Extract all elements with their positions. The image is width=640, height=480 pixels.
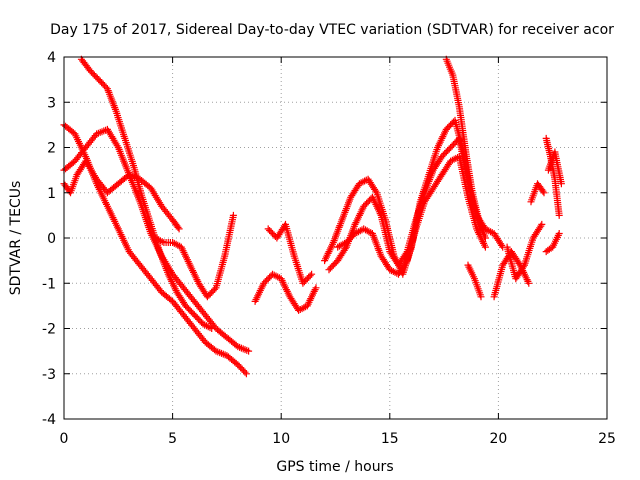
series-track-17 [542,230,563,256]
data-point-marker [540,189,548,197]
y-tick-label: 2 [47,141,56,157]
y-tick-label: 1 [47,186,56,202]
data-point-marker [481,243,489,251]
series-track-9 [325,134,507,274]
data-point-marker [519,263,527,271]
data-point-marker [525,279,533,287]
data-point-marker [402,258,410,266]
data-point-marker [539,187,547,195]
data-point-marker [241,368,249,376]
data-point-marker [477,293,485,301]
series-track-7 [264,220,316,287]
data-point-marker [158,238,166,246]
x-tick-label: 15 [381,431,399,447]
data-point-marker [498,241,506,249]
data-point-marker [538,220,546,228]
series-track-5 [151,211,237,301]
data-point-marker [206,324,214,332]
series-track-11 [442,55,489,242]
x-tick-label: 5 [168,431,177,447]
series-track-10 [334,153,489,278]
y-tick-label: 0 [47,231,56,247]
data-point-marker [312,284,320,292]
data-point-marker [481,234,489,242]
x-tick-label: 0 [60,431,69,447]
series-track-18 [544,148,565,188]
series-track-6 [251,270,320,314]
y-tick-label: -3 [42,367,56,383]
series-track-3 [60,157,183,233]
series-track-12 [464,261,485,301]
y-tick-label: 4 [47,50,56,66]
series-track-13 [490,248,533,301]
x-tick-label: 20 [489,431,507,447]
data-point-marker [557,180,565,188]
x-tick-label: 25 [598,431,616,447]
data-point-marker [229,211,237,219]
x-axis-label: GPS time / hours [276,459,393,475]
series-track-15 [527,180,548,206]
data-point-marker [555,211,563,219]
data-point-marker [306,272,314,280]
data-point-marker [174,223,182,231]
data-point-marker [242,370,250,378]
data-point-marker [245,347,253,355]
x-tick-label: 10 [272,431,290,447]
y-axis-label: SDTVAR / TECUs [8,181,24,296]
y-tick-label: -2 [42,322,56,338]
series-track-4 [77,55,216,332]
data-point-marker [537,222,545,230]
data-markers [60,55,565,378]
data-point-marker [175,225,183,233]
data-point-marker [211,285,219,293]
data-point-marker [308,270,316,278]
data-point-marker [372,187,380,195]
y-tick-label: -1 [42,276,56,292]
y-tick-label: 3 [47,95,56,111]
axis-ticks: 0 5 10 15 20 25 -4 -3 -2 -1 0 1 2 3 4 [42,50,616,447]
y-tick-label: -4 [42,412,56,428]
chart-title: Day 175 of 2017, Sidereal Day-to-day VTE… [50,22,614,38]
data-point-marker [555,230,563,237]
series-track-1 [60,121,250,378]
data-point-marker [208,325,216,332]
series-track-14 [503,220,546,283]
